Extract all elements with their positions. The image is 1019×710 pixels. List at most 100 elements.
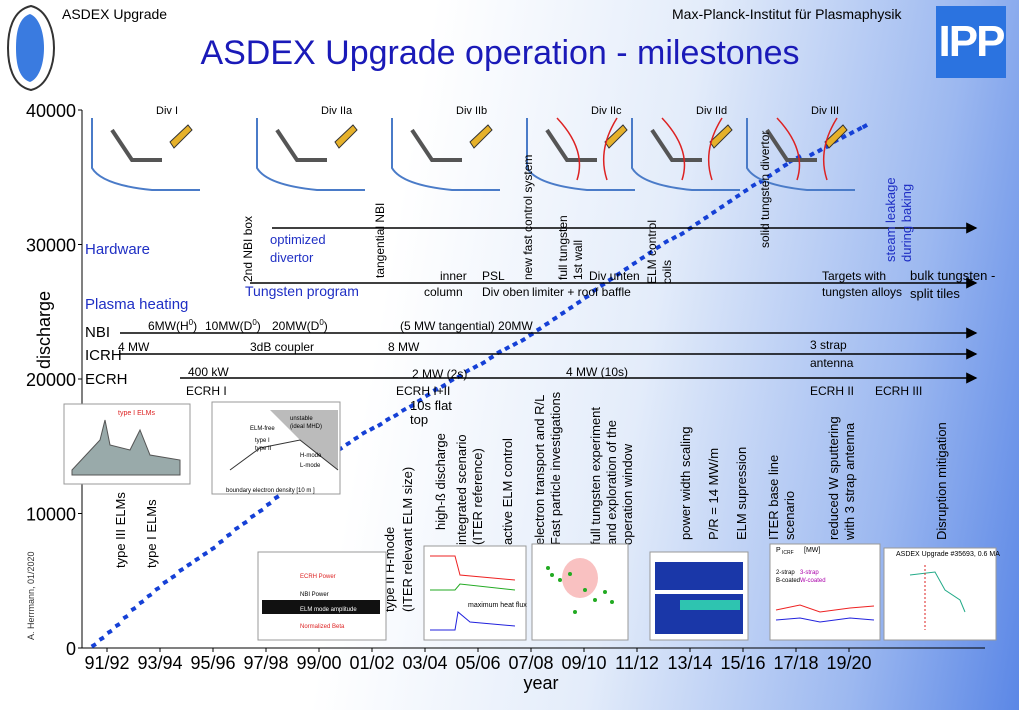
data-point [567, 304, 574, 311]
x-tick-label: 01/02 [349, 653, 394, 673]
milestone-label: with 3 strap antenna [842, 422, 857, 541]
milestone-label: and exploration of the [604, 420, 619, 545]
hardware-note: 2nd NBI box [241, 216, 255, 282]
trace-blue [775, 617, 875, 623]
data-point [90, 642, 97, 649]
data-point [710, 209, 718, 216]
x-tick-label: 03/04 [402, 653, 447, 673]
inset-point [568, 572, 572, 576]
divertor-baffle [410, 128, 462, 162]
hardware-note: tangential NBI [373, 203, 387, 278]
divertor-sketch [256, 118, 365, 191]
milestone-label: full tungsten experiment [588, 407, 603, 545]
header-left: ASDEX Upgrade [62, 6, 168, 22]
inset-point [610, 600, 614, 604]
data-point [726, 198, 733, 205]
vessel-outline [631, 118, 740, 191]
y-tick-label: 0 [66, 639, 76, 659]
data-point [511, 341, 519, 348]
data-point [702, 214, 710, 221]
data-point [265, 501, 272, 508]
inset-point [550, 573, 554, 577]
data-point [225, 532, 233, 539]
inset-point [546, 566, 550, 570]
milestone-label: ELM supression [734, 447, 749, 540]
divertor-label: Div IIc [591, 105, 622, 117]
vessel-logo-icon [6, 4, 56, 92]
divertor-label: Div IId [696, 105, 727, 117]
divertor-baffle [765, 128, 817, 162]
divertor-sketch [391, 118, 500, 191]
data-point [392, 412, 400, 419]
icrh-label: ICRH [85, 347, 122, 364]
data-point [170, 573, 177, 580]
inset-point [583, 588, 587, 592]
divertor-sketch [526, 117, 635, 191]
trace-red [430, 555, 516, 581]
x-tick-label: 95/96 [190, 653, 235, 673]
data-point [519, 337, 527, 343]
hardware-note: solid tungsten divertor [758, 131, 772, 248]
data-point [185, 561, 193, 568]
inset-label: P [776, 547, 781, 554]
vessel-outline [526, 118, 635, 191]
data-point [249, 513, 256, 520]
x-tick-label: 15/16 [720, 653, 765, 673]
data-point [472, 363, 479, 370]
milestone-label: (ITER reference) [470, 448, 485, 545]
data-point [106, 628, 113, 635]
divertor-baffle [275, 128, 327, 162]
y-tick-label: 10000 [26, 505, 76, 525]
nbi-note: 6MW(H0) [148, 318, 197, 333]
data-point [861, 123, 869, 130]
hardware-note: 1st wall [571, 240, 585, 280]
divertor-target [469, 124, 493, 149]
x-tick-label: 09/10 [561, 653, 606, 673]
milestone-label: operation window [620, 443, 635, 545]
trace-red [775, 604, 875, 613]
data-point [734, 193, 741, 200]
ecrh-note: ECRH I [186, 384, 227, 398]
data-point [742, 187, 749, 194]
data-point [718, 203, 725, 210]
data-point [98, 635, 105, 642]
data-point [233, 525, 241, 532]
x-tick-label: 17/18 [773, 653, 818, 673]
data-point [178, 567, 185, 573]
y-tick-label: 20000 [26, 370, 76, 390]
data-point [440, 382, 447, 389]
ecrh-note: 2 MW (2s) [412, 367, 467, 381]
inset-label: (ideal MHD) [290, 424, 322, 430]
data-point [273, 494, 280, 501]
y-axis-label: discharge [34, 291, 54, 369]
data-point [662, 238, 670, 245]
stability-boundary [229, 439, 339, 471]
milestone-label: (ITER relevant ELM size) [400, 467, 415, 612]
program-note: inner [440, 269, 467, 283]
thermo-top [655, 562, 743, 590]
x-tick-label: 19/20 [826, 653, 871, 673]
header-right: Max-Planck-Institut für Plasmaphysik [672, 6, 902, 22]
divertor-baffle [650, 128, 702, 162]
data-point [241, 519, 248, 526]
data-point [201, 550, 209, 557]
data-point [162, 579, 169, 586]
disruption-trajectory [909, 571, 966, 613]
divertor-target [709, 124, 733, 149]
data-point [122, 614, 129, 621]
program-note: Div oben [482, 285, 529, 299]
inset-label: Normalized Beta [300, 624, 345, 630]
data-point [774, 167, 781, 174]
inset-label: type I ELMs [118, 410, 155, 417]
data-point [503, 345, 511, 352]
data-point [193, 556, 201, 563]
divertor-target [824, 124, 848, 149]
inset-label: type II [255, 446, 272, 452]
divertor-target [169, 124, 193, 149]
inset-label: unstable [290, 416, 313, 422]
ipp-logo: IPP [936, 6, 1006, 78]
data-point [368, 425, 376, 432]
x-axis-label: year [523, 673, 558, 693]
nbi-note: 20MW(D0) [272, 318, 328, 333]
data-point [376, 421, 384, 428]
